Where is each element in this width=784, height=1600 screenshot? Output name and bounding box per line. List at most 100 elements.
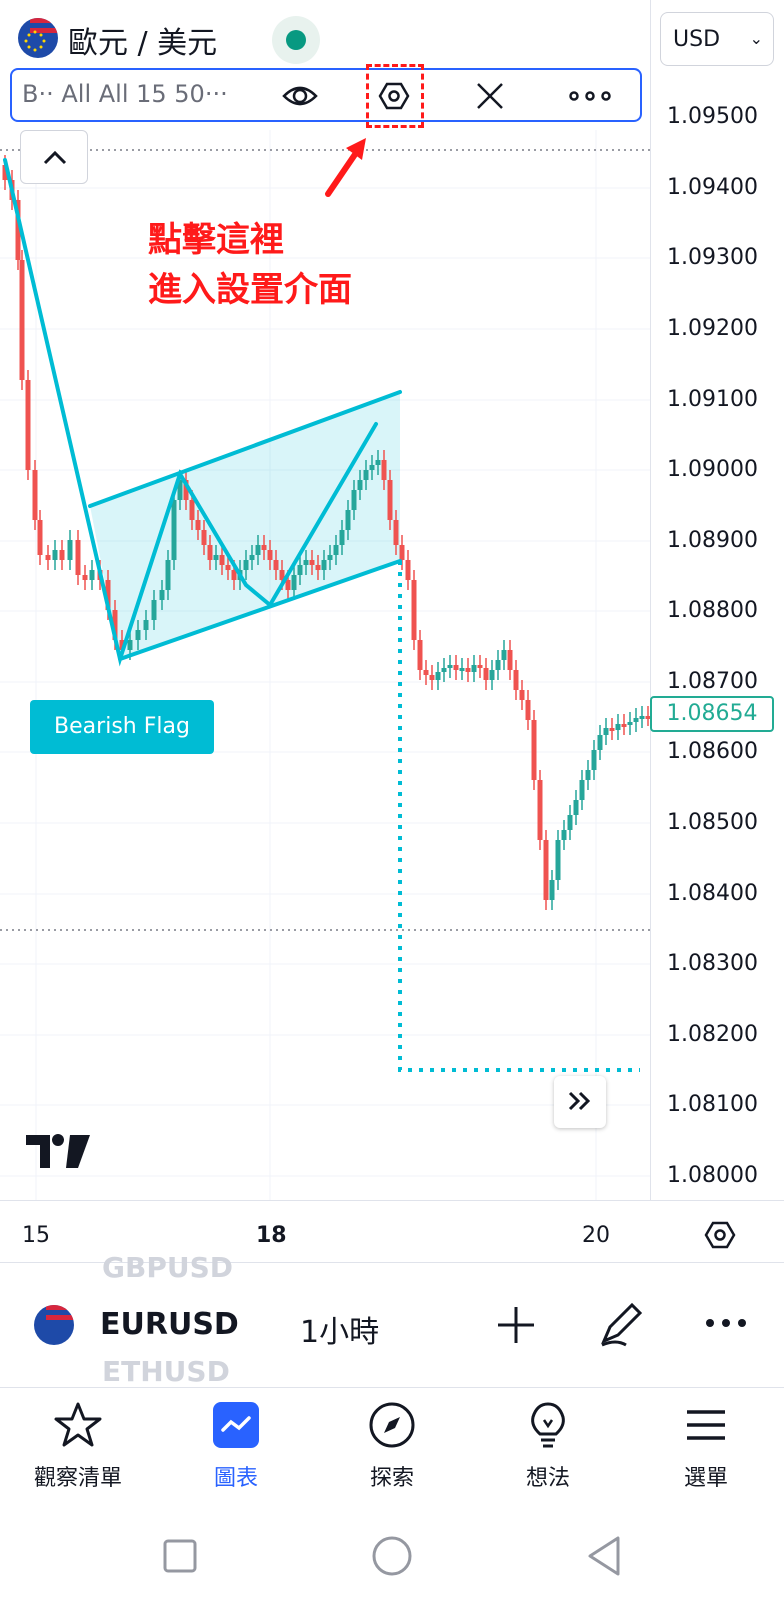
eye-icon[interactable] bbox=[280, 76, 320, 116]
more-icon[interactable] bbox=[566, 76, 614, 116]
candle-body bbox=[615, 724, 621, 730]
time-axis[interactable]: 15 18 20 bbox=[0, 1200, 784, 1263]
candle-body bbox=[143, 620, 149, 630]
candle-body bbox=[495, 660, 501, 670]
nav-chart[interactable]: 圖表 bbox=[176, 1400, 296, 1492]
candle-body bbox=[477, 665, 483, 668]
current-price-label: 1.08654 bbox=[650, 696, 774, 732]
candle-body bbox=[531, 720, 537, 780]
candle-body bbox=[67, 540, 73, 560]
candle-body bbox=[447, 665, 453, 668]
settings-highlight-box bbox=[366, 64, 424, 128]
symbol-title[interactable]: 歐元 / 美元 bbox=[68, 26, 218, 61]
pattern-label[interactable]: Bearish Flag bbox=[30, 700, 214, 754]
currency-select[interactable]: USD ⌄ bbox=[660, 12, 774, 66]
annotation-line-1: 點擊這裡 bbox=[148, 220, 284, 260]
price-label: 1.08700 bbox=[667, 669, 758, 694]
symbol-name[interactable]: EURUSD bbox=[100, 1307, 239, 1342]
candle-body bbox=[633, 718, 639, 722]
candle-body bbox=[37, 520, 43, 555]
candle-body bbox=[525, 700, 531, 720]
nav-menu[interactable]: 選單 bbox=[646, 1400, 766, 1492]
candle-body bbox=[309, 560, 315, 565]
annotation-arrow bbox=[325, 138, 366, 197]
live-status-indicator bbox=[272, 16, 320, 64]
candle-body bbox=[267, 550, 273, 560]
candle-body bbox=[231, 570, 237, 580]
prev-symbol[interactable]: GBPUSD bbox=[102, 1251, 233, 1284]
home-icon[interactable] bbox=[370, 1534, 414, 1578]
candle-body bbox=[15, 200, 21, 260]
candle-body bbox=[82, 575, 88, 580]
candle-body bbox=[609, 728, 615, 731]
candle-body bbox=[255, 545, 261, 555]
price-axis[interactable]: 1.09500 1.09400 1.09300 1.09200 1.09100 … bbox=[650, 0, 784, 1200]
candle-body bbox=[119, 640, 125, 650]
nav-watchlist[interactable]: 觀察清單 bbox=[18, 1400, 138, 1492]
annotation-line-2: 進入設置介面 bbox=[148, 270, 352, 310]
next-symbol[interactable]: ETHUSD bbox=[102, 1355, 230, 1388]
candle-body bbox=[507, 650, 513, 670]
nav-label: 探索 bbox=[369, 1466, 414, 1491]
candle-body bbox=[441, 668, 447, 672]
settings-hexagon-icon[interactable] bbox=[374, 76, 414, 116]
nav-ideas[interactable]: 想法 bbox=[488, 1400, 608, 1492]
chevron-up-icon bbox=[43, 150, 67, 165]
candle-body bbox=[201, 530, 207, 545]
close-icon[interactable] bbox=[470, 76, 510, 116]
candle-body bbox=[105, 580, 111, 610]
price-label: 1.09000 bbox=[667, 457, 758, 482]
price-label: 1.09300 bbox=[667, 245, 758, 270]
candle-body bbox=[423, 670, 429, 675]
price-label: 1.08900 bbox=[667, 528, 758, 553]
candle-body bbox=[537, 780, 543, 840]
price-label: 1.08200 bbox=[667, 1022, 758, 1047]
price-label: 1.08500 bbox=[667, 810, 758, 835]
drawing-pen-icon[interactable] bbox=[596, 1297, 646, 1349]
candle-body bbox=[261, 545, 267, 550]
candle-body bbox=[321, 560, 327, 570]
menu-icon bbox=[687, 1410, 725, 1440]
candle-body bbox=[381, 460, 387, 480]
symbol-strip: GBPUSD EURUSD 1小時 ETHUSD bbox=[0, 1251, 784, 1388]
candle-body bbox=[591, 750, 597, 770]
system-navigation-bar bbox=[0, 1510, 784, 1600]
price-label: 1.08400 bbox=[667, 881, 758, 906]
nav-explore[interactable]: 探索 bbox=[332, 1400, 452, 1492]
candle-body bbox=[549, 880, 555, 900]
eu-us-flag-icon bbox=[34, 1305, 74, 1345]
candle-body bbox=[32, 470, 38, 520]
collapse-toolbar-button[interactable] bbox=[20, 130, 88, 184]
candle-body bbox=[645, 716, 650, 719]
candle-body bbox=[291, 575, 297, 590]
add-icon[interactable] bbox=[494, 1303, 538, 1347]
candle-body bbox=[339, 530, 345, 545]
price-label: 1.09100 bbox=[667, 387, 758, 412]
candle-body bbox=[213, 555, 219, 560]
price-label: 1.08000 bbox=[667, 1163, 758, 1188]
candle-body bbox=[159, 590, 165, 600]
time-label: 18 bbox=[256, 1223, 287, 1248]
candle-body bbox=[303, 560, 309, 565]
more-icon[interactable] bbox=[702, 1313, 750, 1333]
candle-body bbox=[89, 570, 95, 580]
candle-body bbox=[189, 500, 195, 520]
candle-body bbox=[471, 665, 477, 672]
recent-apps-icon[interactable] bbox=[160, 1536, 200, 1576]
candle-body bbox=[351, 490, 357, 510]
chart-settings-hexagon-icon[interactable] bbox=[700, 1215, 740, 1255]
currency-value: USD bbox=[673, 27, 721, 52]
price-label: 1.08600 bbox=[667, 739, 758, 764]
price-label: 1.09400 bbox=[667, 175, 758, 200]
candle-body bbox=[345, 510, 351, 530]
scroll-to-realtime-button[interactable] bbox=[554, 1076, 606, 1128]
drawing-toolbar-label[interactable]: B·· All All 15 50··· bbox=[22, 80, 228, 108]
price-label: 1.09200 bbox=[667, 316, 758, 341]
candle-body bbox=[465, 668, 471, 672]
candle-body bbox=[489, 670, 495, 680]
compass-icon bbox=[369, 1402, 415, 1448]
interval-selector[interactable]: 1小時 bbox=[300, 1315, 380, 1350]
back-icon[interactable] bbox=[584, 1534, 628, 1578]
candle-body bbox=[453, 665, 459, 670]
price-label: 1.08300 bbox=[667, 951, 758, 976]
